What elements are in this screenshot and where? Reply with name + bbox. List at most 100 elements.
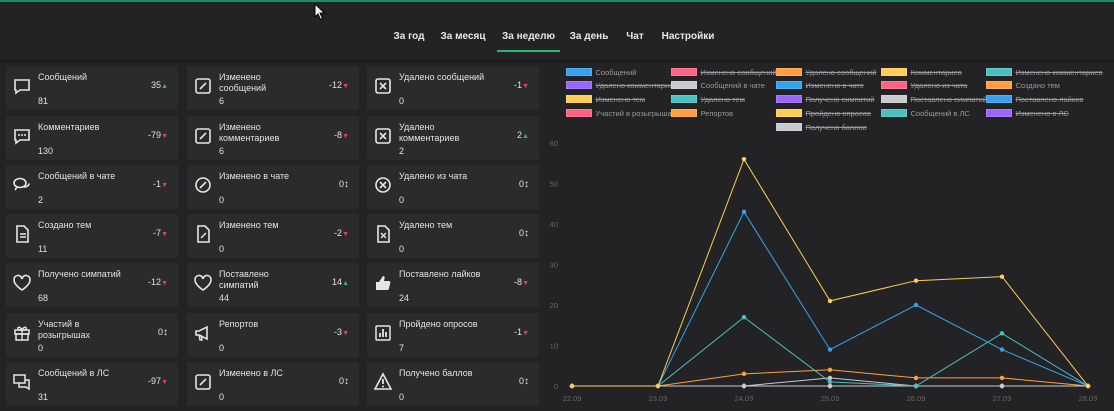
delete-document-icon	[377, 225, 390, 243]
period-tabs: За год За месяц За неделю За день Чат На…	[0, 26, 1114, 52]
legend-item[interactable]: Получено баллов	[775, 123, 867, 135]
legend-item[interactable]: Пройдено опросов	[775, 109, 871, 121]
data-point[interactable]	[827, 347, 833, 352]
data-point[interactable]	[913, 375, 919, 381]
legend-label: Удалено сообщений	[805, 68, 877, 77]
legend-label: Репортов	[700, 109, 734, 118]
trend-down-icon: ▼	[161, 280, 168, 287]
legend-item[interactable]: Поставлено лайков	[985, 95, 1084, 107]
edit-document-icon	[197, 225, 210, 243]
legend-item[interactable]: Изменено в чате	[775, 81, 864, 93]
stat-label: Изменено сообщений	[219, 72, 267, 93]
tab-settings[interactable]: Настройки	[661, 31, 715, 42]
stat-delta-value: 35	[151, 80, 162, 90]
stat-card: Изменено комментариев 6 -8▼	[187, 116, 359, 160]
stat-card: Получено баллов 0 0↕	[367, 362, 539, 406]
data-point[interactable]	[913, 278, 919, 283]
stat-delta: 0↕	[339, 376, 349, 387]
legend-label: Удалено комментариев	[595, 81, 678, 90]
legend-item[interactable]: Сообщений в чате	[670, 81, 765, 93]
legend-label: Удалено из чата	[910, 81, 968, 90]
legend-label: Поставлено лайков	[1015, 95, 1084, 104]
tab-day[interactable]: За день	[569, 31, 609, 42]
tab-week[interactable]: За неделю	[497, 26, 560, 52]
data-point[interactable]	[655, 383, 661, 389]
stat-delta: -79▼	[148, 130, 168, 140]
y-tick-label: 30	[550, 261, 558, 270]
stat-value: 7	[399, 343, 405, 353]
trend-none-icon: ↕	[524, 376, 529, 387]
tab-chat[interactable]: Чат	[626, 31, 644, 42]
stat-card: Сообщений в ЛС 31 -97▼	[6, 362, 178, 406]
legend-item[interactable]: Удалено сообщений	[775, 68, 877, 80]
data-point[interactable]	[569, 383, 575, 389]
stat-label: Изменено в ЛС	[219, 368, 283, 378]
legend-item[interactable]: Сообщений в ЛС	[880, 109, 970, 121]
data-point[interactable]	[827, 298, 833, 304]
legend-item[interactable]: Изменено в ЛС	[985, 109, 1069, 121]
legend-item[interactable]: Удалено комментариев	[565, 81, 678, 93]
data-point[interactable]	[741, 383, 747, 389]
legend-item[interactable]: Создано тем	[985, 81, 1060, 93]
data-point[interactable]	[827, 367, 833, 372]
legend-item[interactable]: Репортов	[670, 109, 734, 121]
trend-down-icon: ▼	[522, 280, 529, 287]
data-point[interactable]	[999, 383, 1005, 389]
data-point[interactable]	[741, 314, 747, 320]
legend-swatch	[670, 95, 697, 103]
stat-card: Удалено комментариев 2 2▲	[367, 116, 539, 160]
data-point[interactable]	[999, 375, 1005, 381]
data-point[interactable]	[741, 209, 747, 215]
data-point[interactable]	[1085, 383, 1091, 389]
stat-value: 0	[399, 195, 405, 205]
trend-none-icon: ↕	[524, 228, 529, 239]
legend-item[interactable]: Изменено сообщений	[670, 68, 777, 80]
data-point[interactable]	[999, 331, 1005, 336]
stat-label: Изменено в чате	[219, 171, 290, 181]
trend-up-icon: ▲	[522, 133, 529, 140]
trend-down-icon: ▼	[161, 133, 168, 140]
legend-label: Изменено в чате	[805, 81, 864, 90]
stat-delta: 0↕	[519, 376, 529, 387]
stat-card: Сообщений в чате 2 -1▼	[6, 165, 178, 209]
data-point[interactable]	[913, 383, 919, 389]
legend-item[interactable]: Удалено из чата	[880, 81, 968, 93]
data-point[interactable]	[999, 274, 1005, 279]
stat-value: 2	[399, 146, 405, 156]
stat-value: 0	[219, 244, 225, 254]
stat-label: Комментариев	[38, 122, 100, 132]
stat-card: Изменено в чате 0 0↕	[187, 165, 359, 209]
legend-item[interactable]: Сообщений	[565, 68, 636, 80]
data-point[interactable]	[827, 383, 833, 389]
data-point[interactable]	[741, 157, 747, 162]
legend-item[interactable]: Комментариев	[880, 68, 962, 80]
legend-item[interactable]: Участий в розыгрышах	[565, 109, 675, 121]
top-accent-bar	[0, 0, 1114, 2]
trend-up-icon: ▲	[342, 280, 349, 287]
stat-delta-value: -79	[148, 130, 162, 140]
legend-item[interactable]: Поставлено симпатий	[880, 95, 987, 107]
legend-item[interactable]: Изменено тем	[565, 95, 645, 107]
data-point[interactable]	[913, 302, 919, 308]
legend-item[interactable]: Получено симпатий	[775, 95, 874, 107]
legend-item[interactable]: Изменено комментариев	[985, 68, 1103, 80]
stat-label: Удалено сообщений	[399, 72, 485, 82]
data-point[interactable]	[741, 371, 747, 377]
stat-delta: -1▼	[153, 179, 168, 189]
legend-label: Изменено в ЛС	[1015, 109, 1069, 118]
mouse-cursor-icon	[314, 3, 326, 21]
stat-value: 0	[219, 343, 225, 353]
data-point[interactable]	[999, 347, 1005, 352]
stat-card: Изменено сообщений 6 -12▼	[187, 66, 359, 110]
legend-label: Получено баллов	[805, 123, 867, 132]
stat-delta-value: -2	[334, 228, 343, 238]
data-point[interactable]	[827, 379, 833, 385]
stat-card: Поставлено лайков 24 -8▼	[367, 263, 539, 307]
tab-month[interactable]: За месяц	[440, 31, 486, 42]
legend-swatch	[775, 68, 802, 76]
stat-value: 44	[219, 293, 230, 303]
y-tick-label: 40	[550, 220, 558, 229]
tab-year[interactable]: За год	[393, 31, 425, 42]
legend-item[interactable]: Удалено тем	[670, 95, 745, 107]
data-point[interactable]	[827, 375, 833, 381]
